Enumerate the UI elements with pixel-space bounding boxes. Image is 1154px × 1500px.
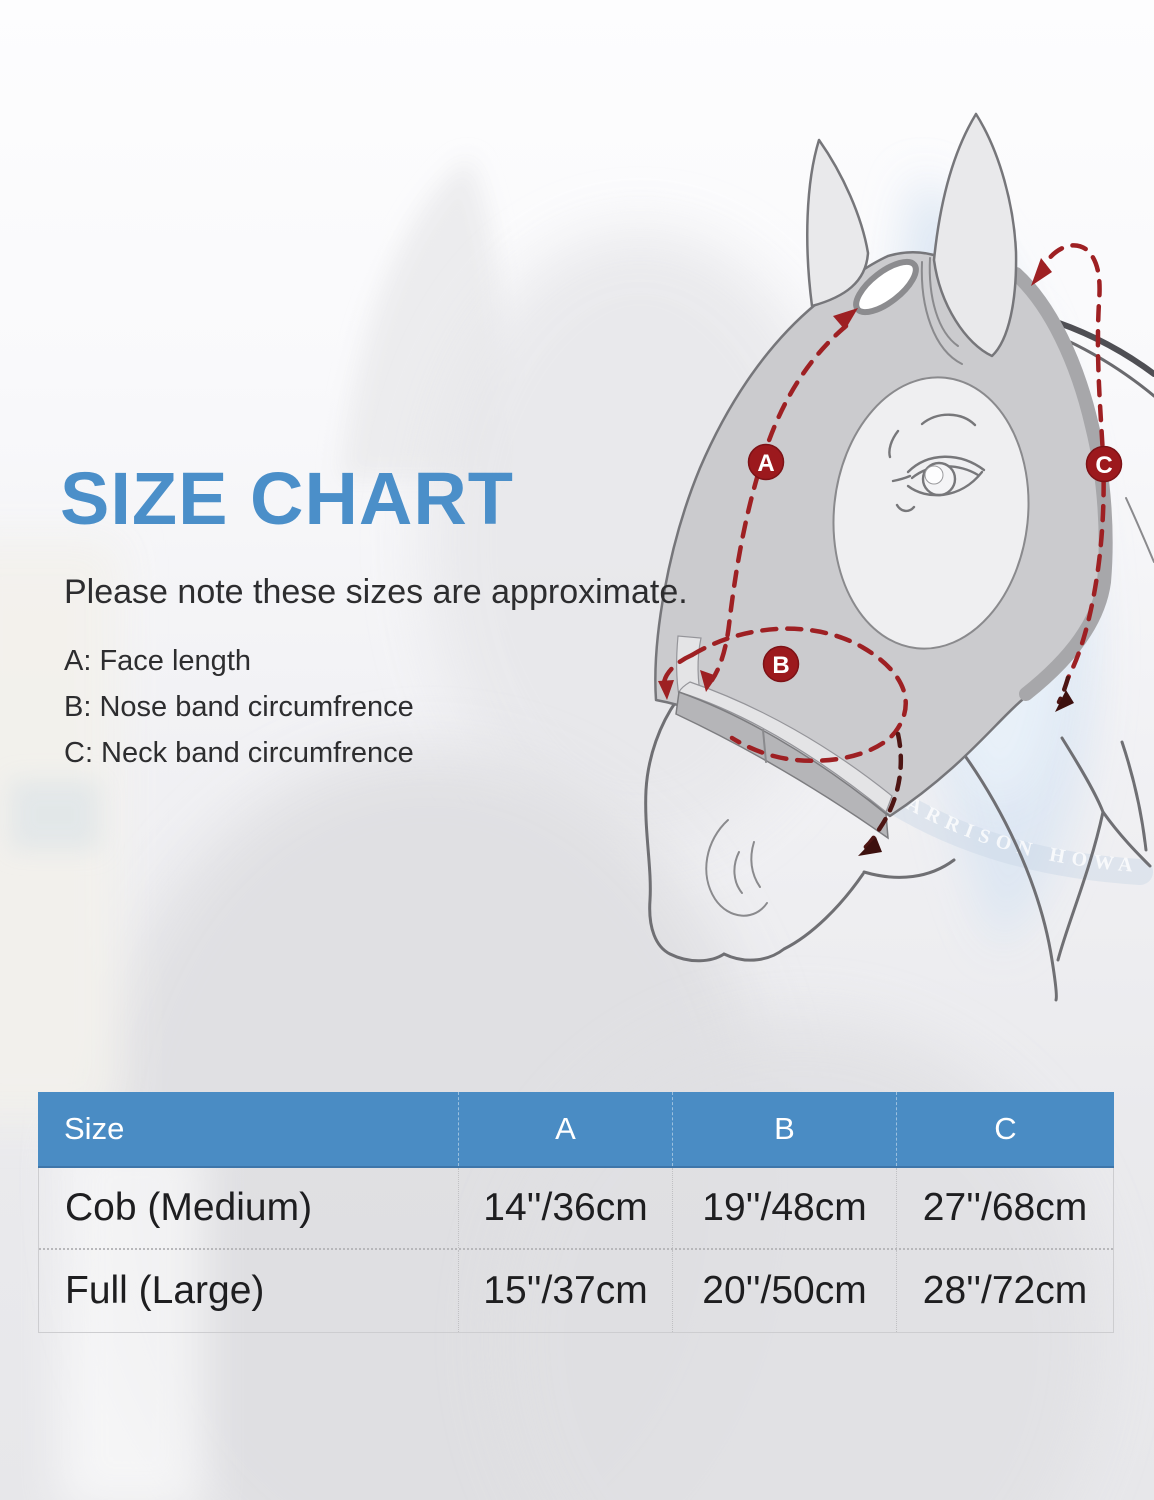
legend-item-b: B: Nose band circumfrence [64,691,414,723]
cell-b-cob: 19''/48cm [672,1168,896,1248]
cell-c-full: 28''/72cm [896,1250,1113,1332]
column-header-size: Size [64,1111,125,1146]
column-header-a: A [458,1092,672,1166]
page-title: SIZE CHART [60,457,514,540]
cell-size-full: Full (Large) [65,1269,265,1312]
subtitle-note: Please note these sizes are approximate. [64,573,688,611]
size-table-header-row: Size A B C [38,1092,1114,1168]
column-header-c: C [896,1092,1114,1166]
column-header-b: B [672,1092,896,1166]
cell-size-cob: Cob (Medium) [65,1186,313,1229]
legend-item-a: A: Face length [64,645,251,677]
bg-light-streak [60,1130,205,1500]
size-table: Size A B C Cob (Medium) 14''/36cm 19''/4… [38,1092,1114,1333]
cell-a-full: 15''/37cm [458,1250,672,1332]
table-row-cob-medium: Cob (Medium) 14''/36cm 19''/48cm 27''/68… [39,1168,1113,1250]
legend-item-c: C: Neck band circumfrence [64,737,414,769]
size-table-body: Cob (Medium) 14''/36cm 19''/48cm 27''/68… [38,1168,1114,1333]
measurement-legend: A: Face length B: Nose band circumfrence… [64,638,414,776]
cell-b-full: 20''/50cm [672,1250,896,1332]
table-row-full-large: Full (Large) 15''/37cm 20''/50cm 28''/72… [39,1250,1113,1332]
cell-a-cob: 14''/36cm [458,1168,672,1248]
bg-fence-glow [10,780,100,850]
cell-c-cob: 27''/68cm [896,1168,1113,1248]
